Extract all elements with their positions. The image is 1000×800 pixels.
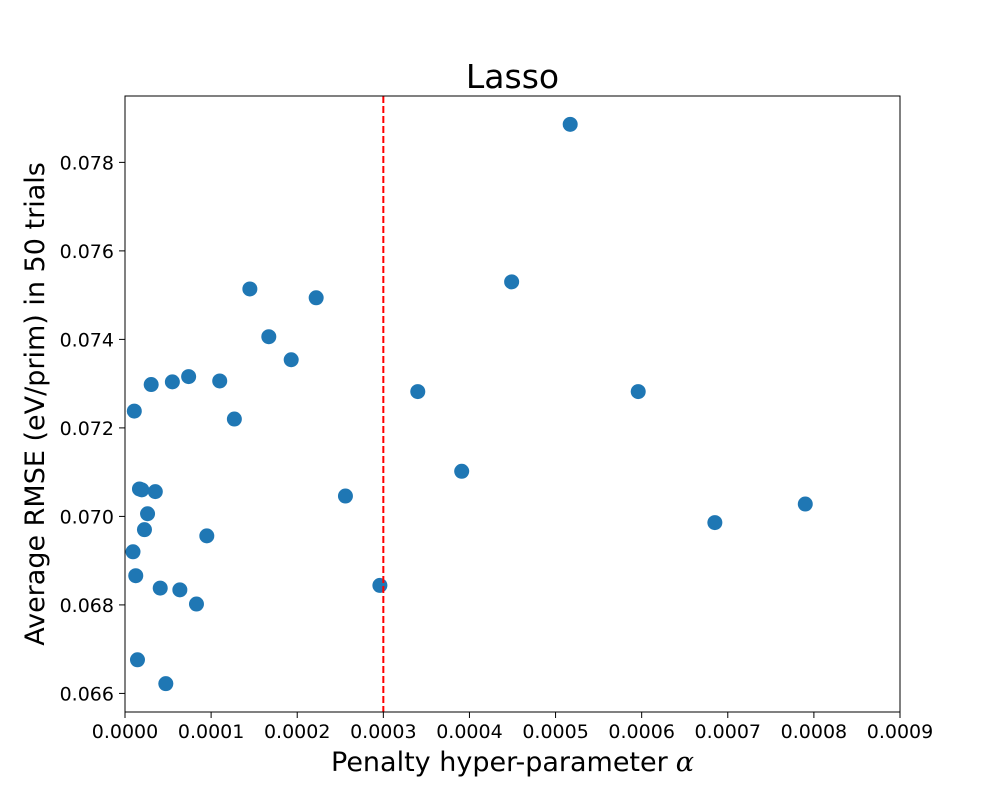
data-point-32 [797, 496, 813, 512]
x-tick-label: 0.0002 [264, 721, 330, 743]
y-tick-label: 0.068 [60, 595, 114, 617]
data-point-15 [181, 369, 197, 385]
x-tick-label: 0.0005 [522, 721, 588, 743]
data-point-29 [562, 116, 578, 132]
y-tick-label: 0.066 [60, 683, 114, 705]
data-point-18 [212, 373, 228, 389]
data-point-11 [152, 580, 168, 596]
x-axis-label-text: Penalty hyper-parameter [331, 747, 669, 778]
x-tick-label: 0.0006 [608, 721, 674, 743]
data-point-2 [126, 403, 142, 419]
data-point-24 [337, 488, 353, 504]
data-point-1 [125, 544, 141, 560]
data-point-19 [226, 411, 242, 427]
y-axis-ticks: 0.066 0.068 0.070 0.072 0.074 0.076 0.078 [60, 152, 125, 705]
chart-title: Lasso [466, 57, 559, 96]
y-tick-label: 0.076 [60, 241, 114, 263]
y-axis-label: Average RMSE (eV/prim) in 50 trials [20, 162, 51, 646]
x-tick-label: 0.0009 [867, 721, 933, 743]
data-point-22 [283, 352, 299, 368]
y-tick-label: 0.074 [60, 329, 114, 351]
data-point-16 [188, 596, 204, 612]
data-point-25 [372, 577, 388, 593]
x-tick-label: 0.0003 [350, 721, 416, 743]
data-point-12 [158, 676, 174, 692]
x-tick-label: 0.0001 [178, 721, 244, 743]
plot-frame [124, 95, 901, 713]
x-tick-label: 0.0000 [92, 721, 158, 743]
data-point-30 [630, 384, 646, 400]
data-point-9 [143, 377, 159, 393]
y-tick-label: 0.078 [60, 152, 114, 174]
data-point-23 [308, 290, 324, 306]
data-point-10 [147, 484, 163, 500]
x-tick-label: 0.0008 [781, 721, 847, 743]
data-point-27 [454, 463, 470, 479]
data-point-28 [504, 274, 520, 290]
data-point-31 [707, 515, 723, 531]
x-axis-ticks: 0.0000 0.0001 0.0002 0.0003 0.0004 0.0005 0.00… [92, 712, 933, 743]
data-point-7 [136, 522, 152, 538]
data-point-3 [128, 568, 144, 584]
x-axis-label-symbol: α [676, 747, 694, 778]
data-point-20 [242, 281, 258, 297]
y-tick-label: 0.072 [60, 418, 114, 440]
data-point-26 [410, 384, 426, 400]
x-tick-label: 0.0007 [695, 721, 761, 743]
x-axis-label: Penalty hyper-parameter α [331, 747, 694, 778]
data-point-17 [199, 528, 215, 544]
x-tick-label: 0.0004 [436, 721, 502, 743]
data-point-14 [172, 582, 188, 598]
data-point-13 [164, 374, 180, 390]
points-layer [125, 116, 813, 692]
y-tick-label: 0.070 [60, 506, 114, 528]
data-point-4 [129, 652, 145, 668]
data-point-6 [134, 482, 150, 498]
data-point-21 [261, 329, 277, 345]
data-point-8 [140, 506, 156, 522]
